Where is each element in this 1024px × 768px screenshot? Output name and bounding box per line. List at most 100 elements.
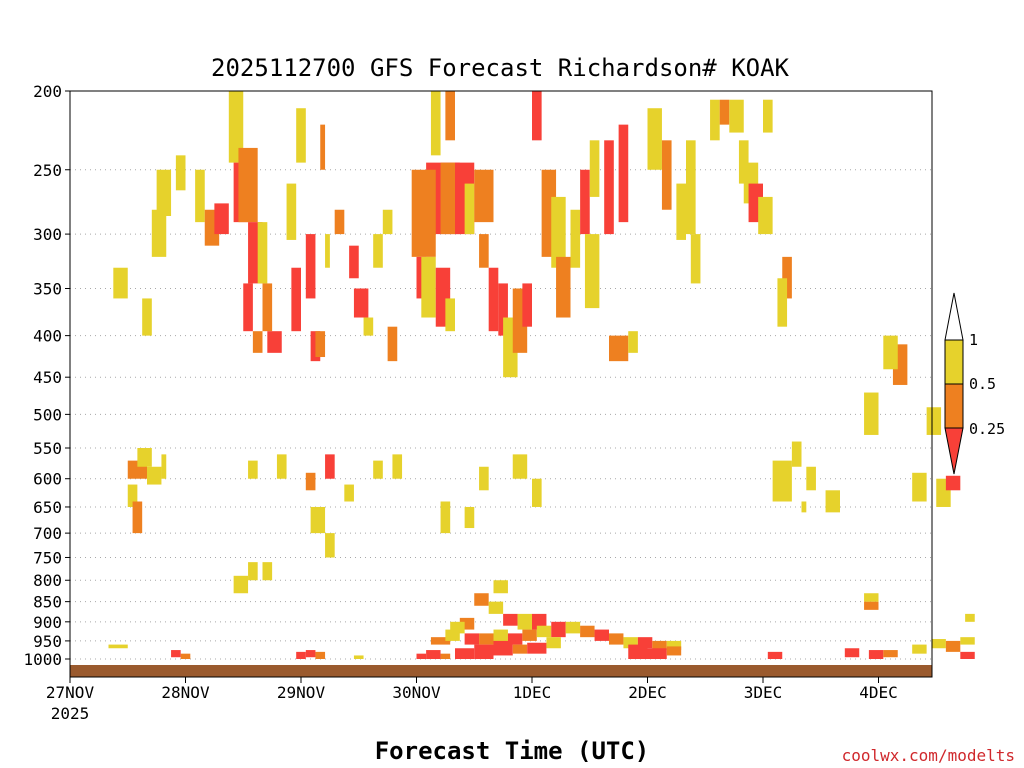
data-cell xyxy=(883,650,898,658)
y-tick-label: 850 xyxy=(33,593,62,612)
data-cell xyxy=(373,234,383,268)
data-cell xyxy=(666,640,682,651)
data-cell xyxy=(522,629,537,641)
y-tick-label: 600 xyxy=(33,470,62,489)
data-cell xyxy=(512,454,528,479)
data-cell xyxy=(252,331,263,353)
data-cell xyxy=(767,651,783,659)
data-cell xyxy=(652,640,667,651)
data-cell xyxy=(430,637,451,645)
x-tick-label: 27NOV xyxy=(46,683,95,702)
y-tick-label: 200 xyxy=(33,82,62,101)
data-cell xyxy=(464,506,475,529)
data-cell xyxy=(156,169,172,216)
y-tick-label: 300 xyxy=(33,225,62,244)
data-cell xyxy=(108,644,128,649)
data-cell xyxy=(532,91,542,141)
y-tick-label: 500 xyxy=(33,405,62,424)
data-cell xyxy=(392,454,403,479)
data-cell xyxy=(883,335,898,370)
data-cell xyxy=(609,633,624,645)
data-cell xyxy=(580,625,595,638)
data-cell xyxy=(604,140,614,235)
data-cell xyxy=(474,169,494,223)
data-cell xyxy=(228,91,244,163)
data-cell xyxy=(305,472,316,491)
y-axis: 200 250 300 350 400 450 500 550 600 650 700 750 800 8… xyxy=(23,82,70,669)
ground-band xyxy=(70,665,932,677)
data-cell xyxy=(945,475,961,491)
data-cell xyxy=(522,283,532,327)
data-cell xyxy=(931,639,946,649)
data-cell xyxy=(912,644,927,654)
data-cell xyxy=(493,640,513,656)
data-cell xyxy=(248,562,258,581)
data-cell xyxy=(276,454,287,479)
data-cell xyxy=(864,601,879,610)
data-cell xyxy=(325,533,335,558)
y-tick-label: 450 xyxy=(33,368,62,387)
y-tick-label: 800 xyxy=(33,571,62,590)
data-cell xyxy=(719,99,730,125)
data-cell xyxy=(661,140,672,210)
data-cell xyxy=(965,613,975,622)
data-cell xyxy=(479,234,489,268)
data-cell xyxy=(325,454,335,479)
data-cell xyxy=(296,651,306,659)
data-cell xyxy=(676,183,686,240)
data-cell xyxy=(363,317,374,336)
data-cell xyxy=(864,392,879,435)
legend: 1 0.5 0.25 xyxy=(944,292,1005,475)
data-cell xyxy=(960,637,975,645)
data-cell xyxy=(175,155,186,191)
data-cell xyxy=(623,637,638,649)
x-tick-label: 30NOV xyxy=(392,683,441,702)
data-cell xyxy=(291,267,301,332)
credit-text: coolwx.com/modelts xyxy=(842,746,1015,765)
data-cell xyxy=(580,169,590,235)
y-tick-label: 650 xyxy=(33,498,62,517)
data-cell xyxy=(238,147,258,223)
data-cell xyxy=(551,621,566,638)
data-cell xyxy=(171,650,181,658)
data-cell xyxy=(912,472,927,502)
data-cell xyxy=(450,621,465,634)
data-cell xyxy=(532,613,547,630)
x-tick-label: 1DEC xyxy=(513,683,552,702)
data-cell xyxy=(772,460,792,502)
x-axis-label: Forecast Time (UTC) xyxy=(375,737,650,765)
data-cell xyxy=(353,655,364,659)
data-cell xyxy=(488,601,504,614)
data-cell xyxy=(503,613,518,626)
data-cell xyxy=(710,99,720,141)
data-cell xyxy=(127,484,138,507)
data-cell xyxy=(945,640,961,652)
data-cell xyxy=(310,506,326,534)
data-cell xyxy=(512,644,528,654)
x-tick-label: 29NOV xyxy=(277,683,326,702)
data-cell xyxy=(618,124,629,223)
data-cell xyxy=(147,466,162,485)
data-cell xyxy=(151,209,167,257)
data-cell xyxy=(286,183,297,240)
data-cell xyxy=(243,283,253,332)
data-cell xyxy=(315,331,326,358)
legend-arrow-top xyxy=(944,292,964,341)
data-cell xyxy=(474,644,494,659)
y-tick-label: 350 xyxy=(33,279,62,298)
data-cell xyxy=(464,633,480,645)
data-cell xyxy=(507,633,523,645)
data-cell xyxy=(666,646,682,656)
data-cell xyxy=(426,650,441,659)
y-tick-label: 400 xyxy=(33,327,62,346)
y-tick-label: 550 xyxy=(33,439,62,458)
data-cell xyxy=(445,629,460,641)
data-cell xyxy=(455,648,475,659)
data-cell xyxy=(479,633,494,645)
data-cell xyxy=(527,642,547,654)
data-cell xyxy=(498,283,508,336)
data-cell xyxy=(474,593,489,606)
data-cell xyxy=(445,91,455,141)
y-tick-label: 250 xyxy=(33,161,62,180)
chart-title: 2025112700 GFS Forecast Richardson# KOAK xyxy=(211,54,790,82)
